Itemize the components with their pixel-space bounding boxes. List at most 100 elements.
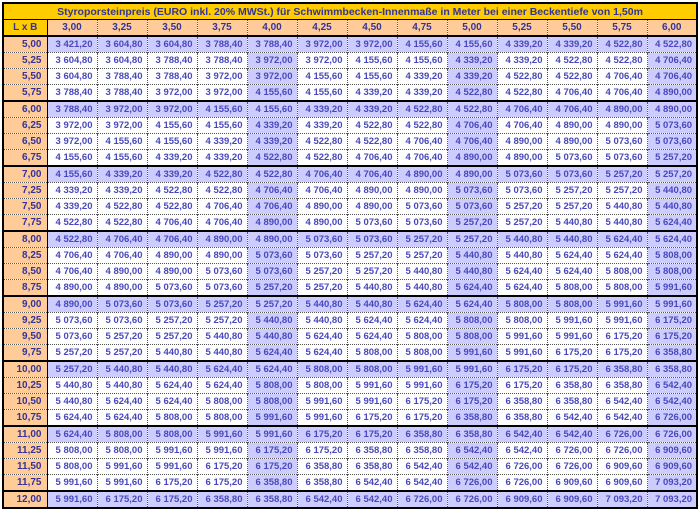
price-cell: 3 421,20	[46, 36, 97, 53]
price-cell: 4 522,80	[446, 100, 497, 118]
price-cell: 5 257,20	[46, 360, 97, 378]
price-cell: 5 624,40	[446, 295, 497, 313]
price-cell: 5 257,20	[246, 295, 297, 313]
price-cell: 5 991,60	[646, 279, 698, 296]
price-cell: 5 808,00	[596, 263, 647, 280]
price-cell: 3 788,40	[196, 52, 247, 69]
price-cell: 6 175,20	[596, 328, 647, 345]
price-cell: 6 358,80	[396, 442, 447, 459]
price-cell: 5 991,60	[396, 377, 447, 394]
price-cell: 4 706,40	[296, 165, 347, 183]
price-cell: 6 909,60	[596, 474, 647, 491]
price-cell: 5 808,00	[96, 442, 147, 459]
price-cell: 5 440,80	[646, 198, 698, 215]
price-cell: 5 257,20	[446, 214, 497, 231]
price-cell: 4 706,40	[246, 198, 297, 215]
price-cell: 5 808,00	[296, 360, 347, 378]
price-cell: 5 257,20	[196, 312, 247, 329]
table-row: 11,00 5 624,40 5 808,00 5 808,00 5 991,60 5 9…	[3, 425, 698, 443]
price-cell: 6 175,20	[346, 409, 397, 426]
price-cell: 4 155,60	[196, 100, 247, 118]
row-header: 12,00	[3, 490, 48, 508]
table-row: 6,25 3 972,00 3 972,00 4 155,60 4 155,60 4 33…	[3, 117, 698, 134]
price-cell: 5 073,60	[546, 165, 597, 183]
row-header: 7,25	[3, 182, 48, 199]
price-cell: 5 991,60	[496, 328, 547, 345]
price-cell: 5 440,80	[246, 328, 297, 345]
price-cell: 5 257,20	[596, 182, 647, 199]
price-cell: 5 808,00	[346, 344, 397, 361]
price-cell: 4 339,20	[96, 165, 147, 183]
price-cell: 5 073,60	[246, 263, 297, 280]
price-cell: 5 257,20	[546, 198, 597, 215]
price-cell: 6 726,00	[546, 442, 597, 459]
price-cell: 6 175,20	[446, 377, 497, 394]
table-row: 9,75 5 257,20 5 257,20 5 440,80 5 440,80 5 62…	[3, 344, 698, 361]
price-cell: 6 175,20	[246, 458, 297, 475]
table-row: 11,75 5 991,60 5 991,60 6 175,20 6 175,20 6 3…	[3, 474, 698, 491]
price-cell: 6 542,40	[546, 409, 597, 426]
price-cell: 4 706,40	[396, 149, 447, 166]
price-cell: 5 991,60	[496, 344, 547, 361]
price-cell: 7 093,20	[646, 490, 698, 508]
price-cell: 5 624,40	[46, 409, 97, 426]
table-row: 10,25 5 440,80 5 440,80 5 624,40 5 624,40 5 8…	[3, 377, 698, 394]
price-cell: 4 706,40	[646, 68, 698, 85]
price-cell: 5 991,60	[96, 458, 147, 475]
table-row: 11,25 5 808,00 5 808,00 5 991,60 5 991,60 6 1…	[3, 442, 698, 459]
price-cell: 5 073,60	[146, 295, 197, 313]
price-cell: 6 175,20	[646, 328, 698, 345]
price-cell: 6 726,00	[596, 442, 647, 459]
price-cell: 4 706,40	[246, 182, 297, 199]
column-header: 4,00	[246, 19, 297, 37]
price-cell: 4 522,80	[496, 68, 547, 85]
price-cell: 5 808,00	[496, 312, 547, 329]
price-cell: 5 808,00	[596, 279, 647, 296]
row-header: 5,00	[3, 36, 48, 53]
price-cell: 5 808,00	[446, 312, 497, 329]
price-cell: 4 706,40	[496, 100, 547, 118]
price-cell: 5 808,00	[546, 295, 597, 313]
price-cell: 4 339,20	[396, 68, 447, 85]
price-cell: 5 808,00	[196, 393, 247, 410]
price-cell: 5 440,80	[396, 279, 447, 296]
price-cell: 6 909,60	[646, 442, 698, 459]
price-cell: 4 339,20	[396, 84, 447, 101]
price-cell: 4 890,00	[646, 84, 698, 101]
table-row: 6,50 3 972,00 4 155,60 4 155,60 4 339,20 4 33…	[3, 133, 698, 150]
column-header: 3,00	[46, 19, 97, 37]
price-cell: 4 890,00	[346, 198, 397, 215]
price-cell: 5 991,60	[446, 344, 497, 361]
price-cell: 5 073,60	[196, 279, 247, 296]
table-row: 10,00 5 257,20 5 440,80 5 440,80 5 624,40 5 6…	[3, 360, 698, 378]
price-cell: 4 522,80	[146, 182, 197, 199]
row-header: 9,50	[3, 328, 48, 345]
price-cell: 5 991,60	[296, 393, 347, 410]
price-cell: 5 257,20	[46, 344, 97, 361]
price-cell: 4 522,80	[46, 230, 97, 248]
price-cell: 5 073,60	[46, 312, 97, 329]
price-cell: 4 706,40	[546, 84, 597, 101]
price-cell: 4 706,40	[296, 182, 347, 199]
price-cell: 3 788,40	[96, 84, 147, 101]
price-cell: 6 358,80	[446, 425, 497, 443]
price-cell: 4 155,60	[346, 68, 397, 85]
table-row: 5,50 3 604,80 3 788,40 3 788,40 3 972,00 3 97…	[3, 68, 698, 85]
price-cell: 6 175,20	[496, 360, 547, 378]
price-cell: 5 808,00	[146, 425, 197, 443]
row-header: 10,50	[3, 393, 48, 410]
column-header: 3,50	[146, 19, 197, 37]
price-cell: 4 522,80	[96, 214, 147, 231]
price-cell: 4 155,60	[46, 149, 97, 166]
price-cell: 5 808,00	[496, 295, 547, 313]
price-cell: 4 339,20	[96, 182, 147, 199]
price-cell: 5 257,20	[546, 182, 597, 199]
price-cell: 4 890,00	[196, 247, 247, 264]
price-cell: 5 624,40	[496, 279, 547, 296]
price-cell: 4 522,80	[446, 84, 497, 101]
price-cell: 5 440,80	[496, 247, 547, 264]
price-cell: 6 358,80	[546, 377, 597, 394]
price-cell: 3 972,00	[46, 117, 97, 134]
